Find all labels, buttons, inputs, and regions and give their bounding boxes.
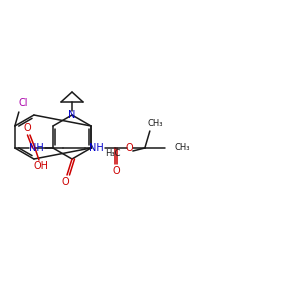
Text: O: O bbox=[61, 177, 69, 187]
Text: CH₃: CH₃ bbox=[147, 118, 163, 127]
Text: N: N bbox=[68, 110, 76, 120]
Text: NH: NH bbox=[29, 143, 44, 153]
Text: O: O bbox=[112, 166, 120, 176]
Text: O: O bbox=[23, 123, 31, 133]
Text: NH: NH bbox=[89, 143, 104, 153]
Text: Cl: Cl bbox=[18, 98, 28, 108]
Text: H₃C: H₃C bbox=[105, 148, 121, 158]
Text: OH: OH bbox=[33, 161, 48, 171]
Text: CH₃: CH₃ bbox=[175, 143, 190, 152]
Text: O: O bbox=[125, 143, 133, 153]
